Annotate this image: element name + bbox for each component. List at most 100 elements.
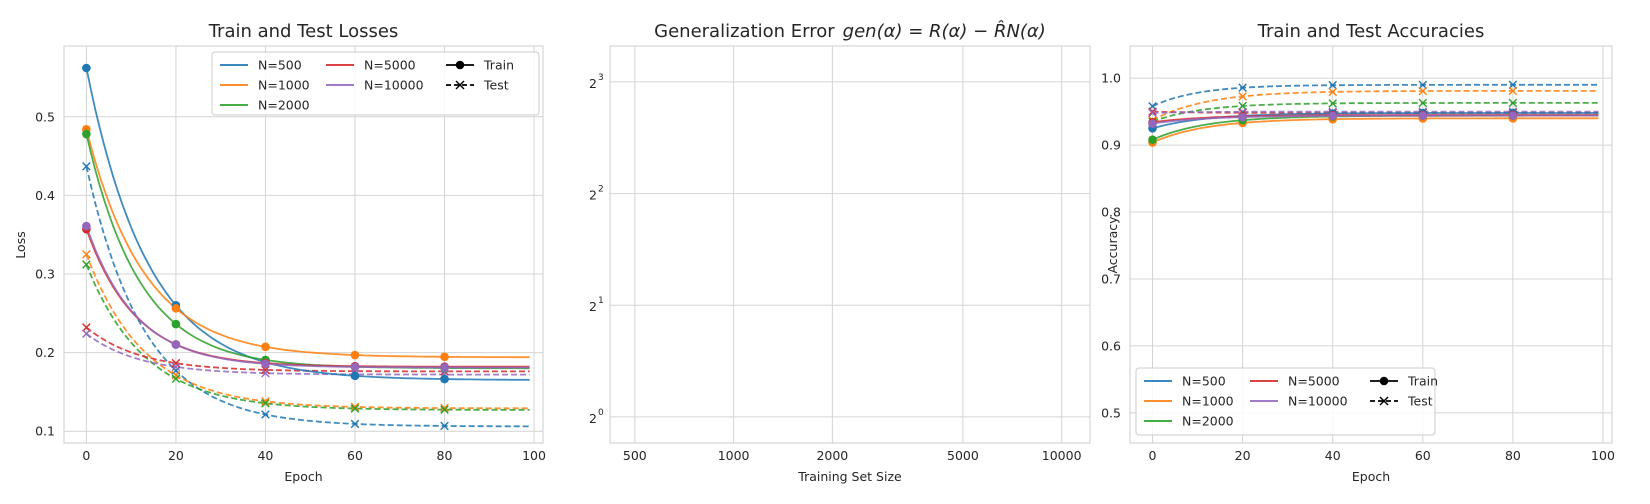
losses-panel: 0 20 40 60 80 100 0.1 0.2 0.3 0.4 0.5 Train and Te… xyxy=(13,21,546,484)
legend-entry-train: Train xyxy=(1370,374,1438,389)
series-line-n2000-test xyxy=(1152,102,1599,123)
data-point-n10000-train xyxy=(1508,111,1518,120)
series-line-n10000-test xyxy=(85,332,530,376)
generalization-title-math: gen(α) = R(α) − R̂N(α) xyxy=(843,21,1046,42)
data-point-n500-test xyxy=(440,421,449,431)
accuracies-xtick-label: 60 xyxy=(1415,448,1431,463)
losses-gridlines xyxy=(64,46,543,443)
generalization-xlabel: Training Set Size xyxy=(797,469,902,484)
data-point-n500-test xyxy=(261,410,270,419)
series-line-n500-test xyxy=(85,166,530,428)
legend-entry-n2000: N=2000 xyxy=(1144,414,1234,429)
data-point-n2000-test xyxy=(440,405,449,414)
data-point-n1000-test xyxy=(171,371,181,380)
accuracies-ytick-label: 0.7 xyxy=(1101,271,1121,286)
data-point-n1000-test xyxy=(1238,92,1247,101)
data-point-n10000-train xyxy=(261,359,270,369)
series-line-n500-train xyxy=(85,67,530,381)
series-line-n1000-test xyxy=(85,253,530,410)
losses-ticks: 0 20 40 60 80 100 0.1 0.2 0.3 0.4 0.5 xyxy=(35,109,546,463)
data-point-n500-test xyxy=(1418,80,1428,90)
series-line-n10000-train xyxy=(1152,114,1599,125)
data-point-n2000-train xyxy=(1148,135,1157,145)
series-line-n500-test xyxy=(1152,83,1599,108)
data-point-n10000-train xyxy=(171,340,181,349)
series-line-n2000-test xyxy=(85,264,530,411)
data-point-n2000-test xyxy=(350,404,360,413)
legend-label: N=1000 xyxy=(258,78,310,93)
legend-label: N=500 xyxy=(1182,374,1226,389)
losses-xtick-label: 0 xyxy=(82,448,90,463)
legend-entry-n10000: N=10000 xyxy=(1250,394,1348,409)
data-point-n5000-test xyxy=(261,365,270,375)
accuracies-ticks: 0 20 40 60 80 100 0.5 0.6 0.7 0.8 0.9 1.0 xyxy=(1101,71,1615,463)
data-point-n1000-test xyxy=(261,397,270,406)
data-point-n10000-test xyxy=(171,362,181,372)
data-point-n1000-test xyxy=(440,403,449,413)
legend-label: N=1000 xyxy=(1182,394,1234,409)
accuracies-ylabel: Accuracy xyxy=(1105,216,1120,274)
data-point-n10000-test xyxy=(1148,108,1157,118)
generalization-plot-area xyxy=(609,45,1091,444)
accuracies-ytick-label: 0.5 xyxy=(1101,405,1121,420)
data-point-n500-test xyxy=(350,419,360,429)
legend-label: N=500 xyxy=(258,58,302,73)
data-point-n2000-train xyxy=(82,129,91,139)
data-point-n1000-test xyxy=(1508,86,1518,96)
data-point-n10000-train xyxy=(440,363,449,372)
losses-ytick-label: 0.1 xyxy=(35,424,55,439)
data-point-n1000-train xyxy=(350,350,360,360)
data-point-n1000-test xyxy=(1418,86,1428,96)
legend-label: Train xyxy=(1407,374,1438,389)
data-point-n10000-train xyxy=(350,362,360,372)
legend-marker-train xyxy=(1379,376,1389,386)
losses-ylabel: Loss xyxy=(13,231,28,258)
accuracies-title: Train and Test Accuracies xyxy=(1257,21,1485,42)
losses-xlabel: Epoch xyxy=(284,469,322,484)
data-point-n1000-test xyxy=(82,250,91,259)
data-point-n2000-test xyxy=(1418,98,1428,108)
data-point-n500-train xyxy=(350,371,360,381)
accuracies-legend: N=500 N=1000 N=2000 N=5000 N=10000 Train Test xyxy=(1135,367,1438,436)
losses-ytick-label: 0.2 xyxy=(35,345,55,360)
generalization-ytick-exponent: 0 xyxy=(598,408,604,418)
generalization-ytick-label: 2 xyxy=(589,76,597,91)
data-point-n10000-train xyxy=(1238,112,1247,122)
accuracies-xtick-label: 40 xyxy=(1325,448,1341,463)
legend-entry-n500: N=500 xyxy=(220,58,302,73)
series-line-n1000-train xyxy=(85,129,530,359)
accuracies-ytick-label: 1.0 xyxy=(1101,71,1121,86)
legend-entry-n500: N=500 xyxy=(1144,374,1226,389)
legend-entry-test: Test xyxy=(1370,394,1433,409)
legend-entry-n5000: N=5000 xyxy=(1250,374,1340,389)
data-point-n5000-test xyxy=(1148,107,1157,116)
data-point-n2000-test xyxy=(1328,99,1338,108)
legend-marker-train xyxy=(455,60,465,70)
data-point-n10000-test xyxy=(82,329,91,339)
legend-entry-n1000: N=1000 xyxy=(220,78,310,93)
accuracies-lines xyxy=(1152,83,1599,144)
legend-entry-train: Train xyxy=(446,58,514,73)
legend-label: N=2000 xyxy=(1182,414,1234,429)
series-line-n1000-test xyxy=(1152,90,1599,122)
data-point-n10000-train xyxy=(1148,119,1157,128)
losses-xtick-label: 100 xyxy=(522,448,546,463)
accuracies-legend-frame xyxy=(1135,367,1436,436)
legend-marker-test xyxy=(455,80,465,90)
legend-entry-n2000: N=2000 xyxy=(220,98,310,113)
legend-label: N=5000 xyxy=(1288,374,1340,389)
data-point-n10000-train xyxy=(1328,111,1338,121)
data-point-n10000-train xyxy=(82,221,91,231)
legend-entry-test: Test xyxy=(446,78,509,93)
generalization-xtick-label: 5000 xyxy=(947,448,979,463)
generalization-ytick-label: 2 xyxy=(589,188,597,203)
accuracies-ytick-label: 0.9 xyxy=(1101,138,1121,153)
losses-lines xyxy=(85,67,530,428)
series-line-n1000-train xyxy=(1152,117,1599,144)
accuracies-xlabel: Epoch xyxy=(1352,469,1390,484)
series-line-n10000-test xyxy=(1152,110,1599,114)
data-point-n2000-test xyxy=(82,260,91,269)
accuracies-markers xyxy=(1148,80,1518,147)
